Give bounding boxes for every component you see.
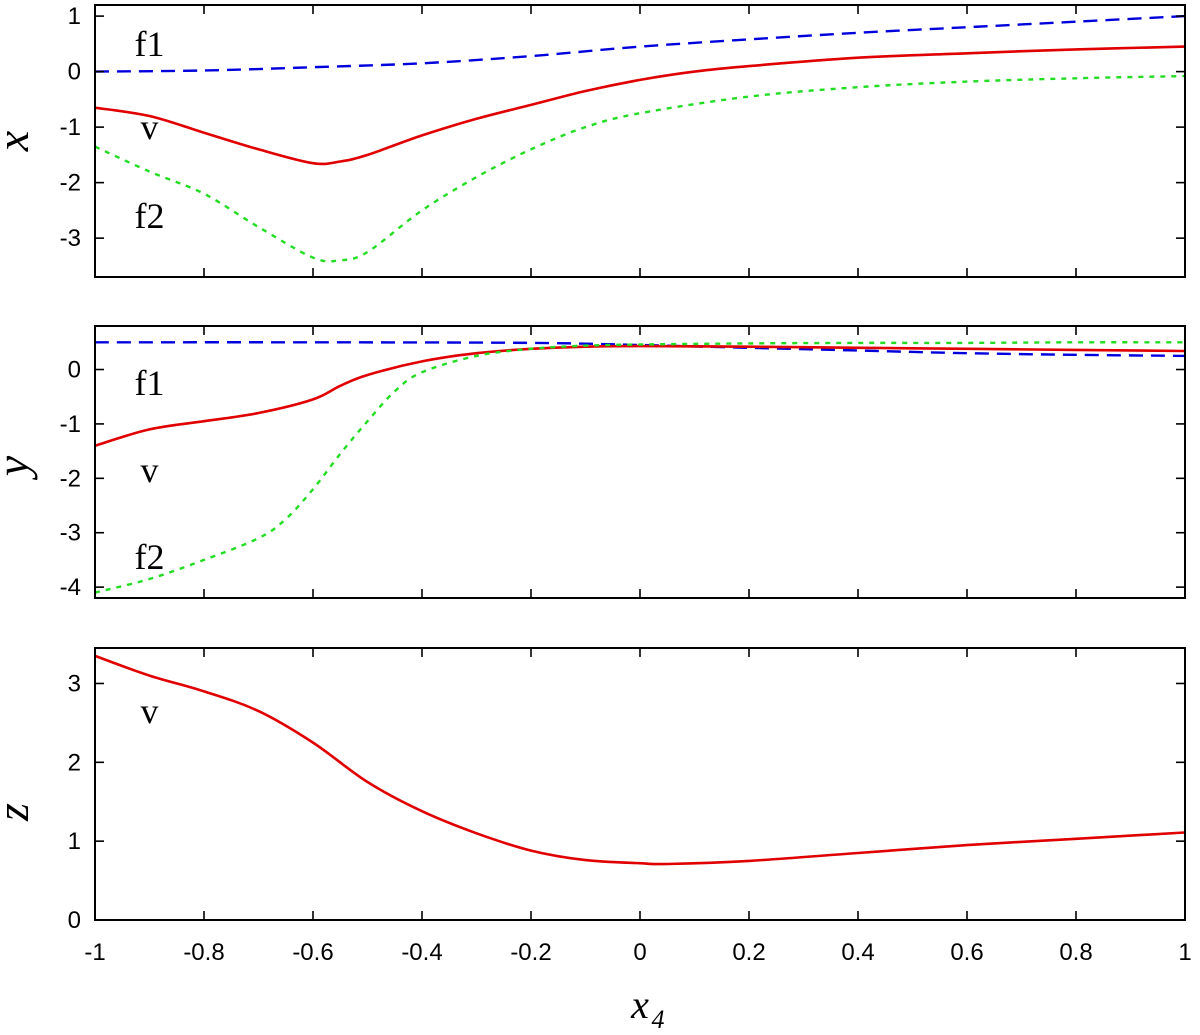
y-axis-title: x	[0, 130, 38, 152]
panel-z: 0 1 2 3 z v -1 -0.8 -0.6 -0.4 -0.2 0 0.2 0.4 0.6 0.8 1 x4	[0, 647, 1192, 1034]
series-line-v	[94, 344, 1186, 447]
curve-label-v: v	[141, 450, 159, 490]
curve-label-f1: f1	[135, 363, 165, 403]
x-tick-label: 0.2	[732, 939, 765, 966]
y-axis-title: y	[0, 455, 38, 480]
x-axis-title-subscript: 4	[652, 1005, 665, 1034]
curve-label-f2: f2	[135, 196, 165, 236]
series-line-f2	[94, 74, 1186, 263]
y-tick-label: -3	[60, 520, 81, 547]
panel-x: -3 -2 -1 0 1 x f1 v f2	[0, 3, 1186, 278]
series-line-f2	[94, 341, 1186, 594]
curve-label-v: v	[141, 107, 159, 147]
y-tick-label: 1	[68, 3, 81, 30]
x-tick-label: 0	[633, 939, 646, 966]
curve-label-f2: f2	[135, 537, 165, 577]
y-tick-label: 0	[68, 357, 81, 384]
x-tick-label: -1	[84, 939, 105, 966]
y-axis-title: z	[0, 803, 38, 822]
x-tick-label: -0.6	[292, 939, 333, 966]
plot-frame	[94, 4, 1186, 278]
y-tick-label: -3	[60, 225, 81, 252]
y-tick-label: -2	[60, 465, 81, 492]
x-tick-label: 1	[1178, 939, 1191, 966]
x-tick-label: 0.4	[841, 939, 874, 966]
y-tick-label: -1	[60, 411, 81, 438]
panel-y: -4 -3 -2 -1 0 y f1 v f2	[0, 325, 1186, 601]
x-tick-label: -0.4	[401, 939, 442, 966]
y-tick-label: 1	[68, 828, 81, 855]
plot-frame	[94, 647, 1186, 921]
y-tick-label: 2	[68, 749, 81, 776]
y-tick-label: -2	[60, 170, 81, 197]
y-tick-label: -1	[60, 114, 81, 141]
x-axis-title: x	[630, 982, 649, 1027]
x-tick-label: 0.6	[950, 939, 983, 966]
x-tick-label: -0.2	[510, 939, 551, 966]
plot-frame	[94, 325, 1186, 599]
y-tick-label: 3	[68, 670, 81, 697]
y-tick-label: 0	[68, 59, 81, 86]
series-line-v	[94, 654, 1186, 866]
curve-label-f1: f1	[135, 24, 165, 64]
series-line-f1	[94, 14, 1186, 73]
x-tick-label: 0.8	[1059, 939, 1092, 966]
x-tick-label: -0.8	[183, 939, 224, 966]
y-tick-label: 0	[68, 907, 81, 934]
curve-label-v: v	[141, 691, 159, 731]
series-line-v	[94, 45, 1186, 166]
y-tick-label: -4	[60, 574, 81, 601]
